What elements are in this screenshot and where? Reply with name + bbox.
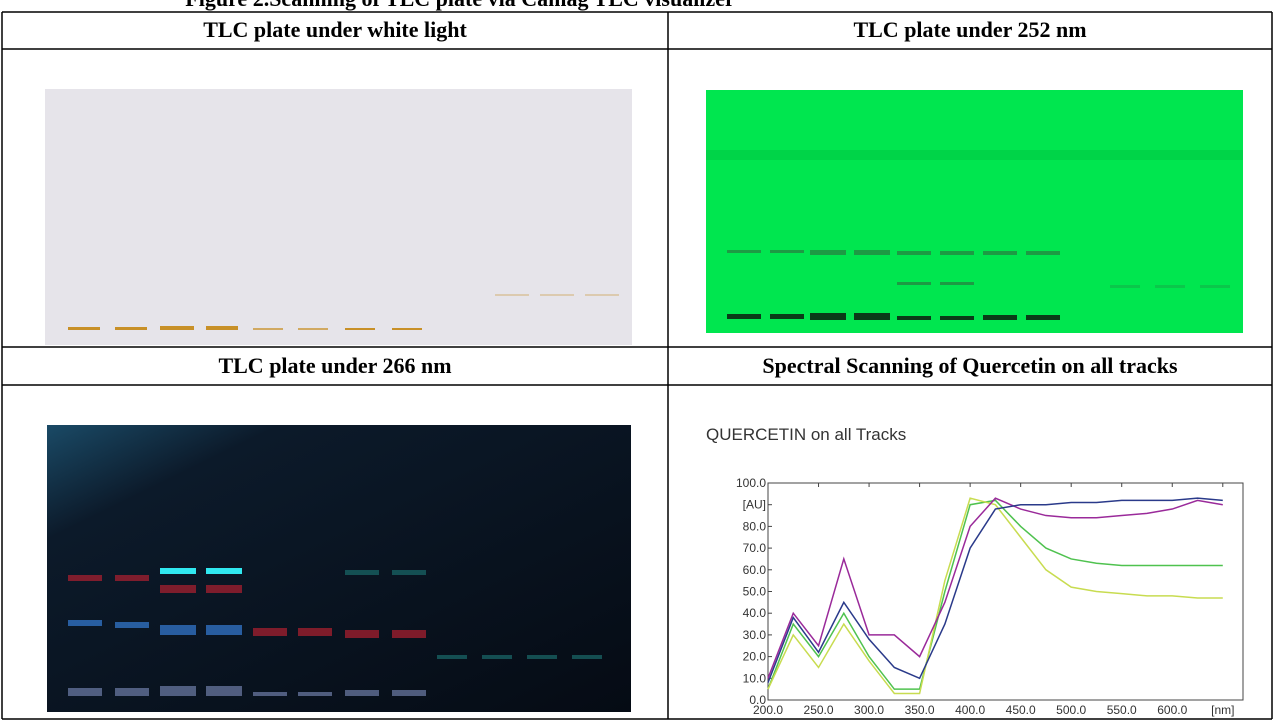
x-tick-label: [nm] <box>1211 703 1234 717</box>
x-tick-label: 300.0 <box>854 703 884 717</box>
x-tick-label: 200.0 <box>753 703 783 717</box>
x-tick-label: 250.0 <box>804 703 834 717</box>
y-tick-label: 70.0 <box>743 541 767 555</box>
cell-header: TLC plate under 252 nm <box>853 17 1086 42</box>
plot-frame <box>768 483 1243 700</box>
x-tick-label: 350.0 <box>905 703 935 717</box>
figure-caption: Figure 2.Scanning of TLC plate via Camag… <box>185 0 735 11</box>
y-tick-label: 30.0 <box>743 628 767 642</box>
x-tick-label: 400.0 <box>955 703 985 717</box>
y-tick-label: 20.0 <box>743 650 767 664</box>
y-tick-label: 40.0 <box>743 606 767 620</box>
x-tick-label: 550.0 <box>1107 703 1137 717</box>
x-tick-label: 450.0 <box>1006 703 1036 717</box>
x-tick-label: 600.0 <box>1157 703 1187 717</box>
y-tick-label: 50.0 <box>743 585 767 599</box>
x-tick-label: 500.0 <box>1056 703 1086 717</box>
y-tick-label: [AU] <box>743 498 766 512</box>
y-tick-label: 80.0 <box>743 519 767 533</box>
cell-header: Spectral Scanning of Quercetin on all tr… <box>762 353 1178 378</box>
cell-header: TLC plate under white light <box>203 17 467 42</box>
plate-white-light <box>45 89 632 345</box>
spectrum-line <box>768 500 1223 689</box>
plate-266nm <box>47 425 631 712</box>
figure: Figure 2.Scanning of TLC plate via Camag… <box>0 0 1274 721</box>
page: Figure 2.Scanning of TLC plate via Camag… <box>0 0 1274 721</box>
y-tick-label: 10.0 <box>743 671 767 685</box>
spectrum-line <box>768 498 1223 693</box>
y-tick-label: 60.0 <box>743 563 767 577</box>
plate-252nm <box>706 90 1243 333</box>
spectrum-line <box>768 498 1223 682</box>
chart-title: QUERCETIN on all Tracks <box>706 425 906 444</box>
spectrum-line <box>768 498 1223 678</box>
cell-header: TLC plate under 266 nm <box>218 353 451 378</box>
y-tick-label: 100.0 <box>736 476 766 490</box>
